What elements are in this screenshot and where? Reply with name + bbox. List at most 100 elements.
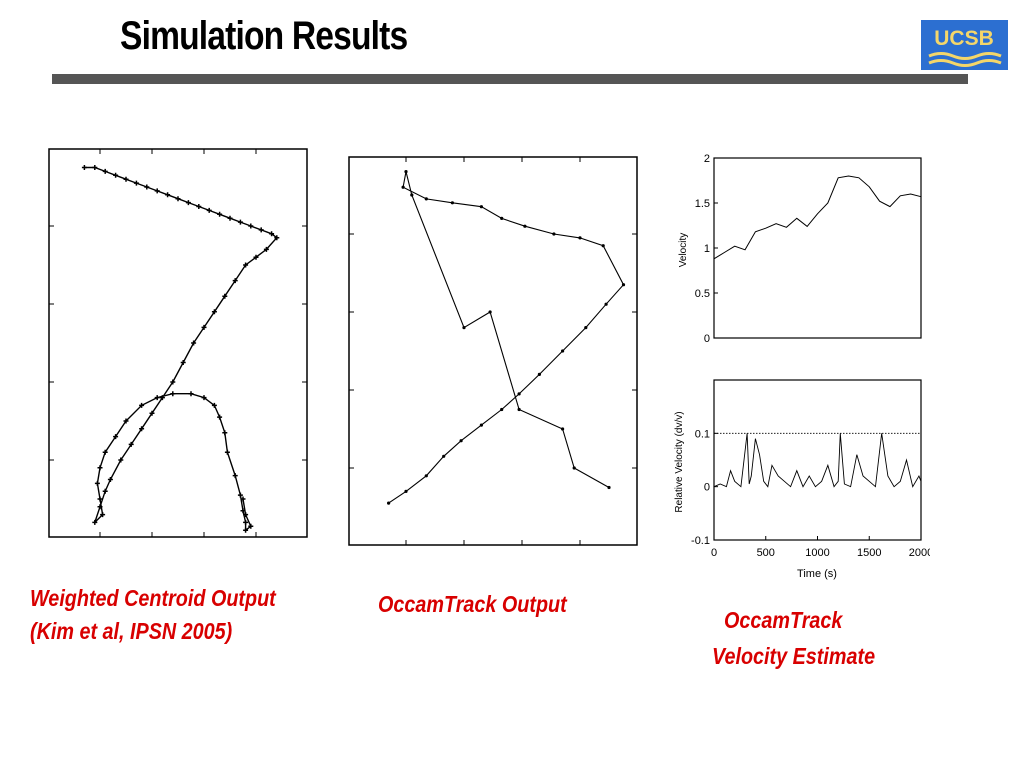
data-point [240,508,246,514]
data-point [113,434,119,440]
data-point [424,474,428,478]
data-point [102,449,108,455]
data-point [462,326,466,330]
data-point [537,372,541,376]
data-point [154,188,160,194]
x-tick-label: 2000 [909,547,930,559]
relative-velocity-plot: Relative Velocity (dv/v) Time (s) -0.100… [674,379,930,580]
data-point [113,172,119,178]
occamtrack-plot [348,156,638,546]
data-point [488,310,492,314]
y-tick-label: 0.5 [695,288,710,300]
x-tick-label: 1500 [857,547,881,559]
data-point [401,185,405,189]
data-point [248,523,254,529]
data-point [601,244,605,248]
data-point [94,480,100,486]
data-point [102,488,108,494]
data-point [258,227,264,233]
data-point [92,165,98,170]
plot-ticks [349,157,637,545]
velocity-plot: Velocity 0 0.5 1 1.5 2 [678,153,922,345]
data-point [97,465,103,471]
slide-title: Simulation Results [120,14,408,58]
occamtrack-marks [387,170,626,505]
data-point [159,395,165,401]
caption-line: Weighted Centroid Output [30,585,276,611]
data-point [123,418,129,424]
data-point [227,215,233,221]
data-point [139,426,145,432]
x-tick-label: 500 [757,547,775,559]
logo-text: UCSB [934,27,994,50]
data-point [191,340,197,346]
data-point [500,216,504,220]
data-point [224,449,230,455]
data-point [100,512,106,518]
data-point [479,205,483,209]
data-point [517,392,521,396]
data-point [237,492,243,498]
data-point [211,309,217,315]
data-point [500,407,504,412]
plot-frame [348,156,638,546]
y-tick-label: 0 [704,482,710,494]
data-point [243,527,249,533]
data-point [123,176,129,182]
data-point [404,170,408,174]
velocity-caption-line1: OccamTrack [724,607,843,633]
data-point [253,254,259,260]
data-point [201,395,207,401]
y-tick-label: 1.5 [695,198,710,210]
data-point [243,519,249,525]
data-point [572,466,576,470]
data-point [621,283,626,287]
data-point [607,485,611,490]
x-tick-label: 0 [711,547,717,559]
centroid-track-marks [81,165,280,533]
y-tick-label: -0.1 [691,535,710,547]
y-tick-label: 0.1 [695,428,710,440]
data-point [133,180,139,186]
plot-frame [713,379,922,541]
data-point [561,349,565,353]
plot-frame [713,157,922,339]
data-point [232,278,238,284]
data-point [175,196,181,202]
data-point [185,200,191,206]
occamtrack-line [388,171,625,504]
x-tick-label: 1000 [805,547,829,559]
data-point [561,427,565,431]
x-axis-label: Time (s) [797,568,837,580]
data-point [263,246,269,252]
data-point [424,197,428,201]
data-point [459,439,463,443]
data-point [165,192,171,198]
ucsb-logo: UCSB [921,20,1008,70]
data-point [139,402,145,408]
occamtrack-caption: OccamTrack Output [378,591,567,617]
data-point [118,457,124,463]
data-point [584,326,588,330]
data-point [237,219,243,225]
relative-velocity-line [713,433,922,488]
data-point [240,496,246,502]
data-point [243,512,249,518]
weighted-centroid-plot [48,148,308,538]
data-point [410,193,414,197]
velocity-caption-line2: Velocity Estimate [712,643,876,669]
y-tick-label: 2 [704,153,710,165]
velocity-line [713,175,922,260]
y-axis-label: Velocity [678,233,689,267]
data-point [517,407,521,412]
data-point [222,293,228,299]
data-point [217,414,223,420]
data-point [232,473,238,479]
data-point [188,391,194,397]
data-point [404,489,408,493]
data-point [81,165,87,170]
data-point [102,168,108,174]
data-point [552,232,556,236]
caption-line: (Kim et al, IPSN 2005) [30,618,233,644]
y-axis-label: Relative Velocity (dv/v) [674,411,685,512]
